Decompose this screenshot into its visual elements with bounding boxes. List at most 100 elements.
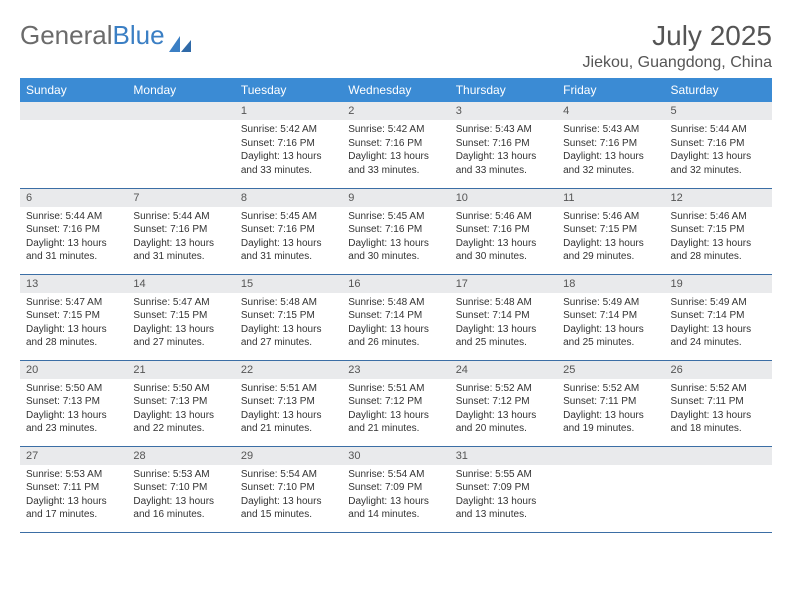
calendar-day-cell: 25Sunrise: 5:52 AMSunset: 7:11 PMDayligh…	[557, 360, 664, 446]
day-header: Thursday	[450, 78, 557, 102]
calendar-day-cell: 26Sunrise: 5:52 AMSunset: 7:11 PMDayligh…	[665, 360, 772, 446]
day-number: 26	[665, 361, 772, 379]
logo-text-a: General	[20, 20, 113, 51]
logo-sail-icon	[169, 28, 191, 44]
day-number: 31	[450, 447, 557, 465]
day-content: Sunrise: 5:46 AMSunset: 7:15 PMDaylight:…	[557, 207, 664, 268]
day-header: Saturday	[665, 78, 772, 102]
day-number: 23	[342, 361, 449, 379]
day-header: Monday	[127, 78, 234, 102]
day-content: Sunrise: 5:48 AMSunset: 7:14 PMDaylight:…	[342, 293, 449, 354]
calendar-week-row: 20Sunrise: 5:50 AMSunset: 7:13 PMDayligh…	[20, 360, 772, 446]
day-number: 16	[342, 275, 449, 293]
day-number	[20, 102, 127, 120]
calendar-day-cell: 7Sunrise: 5:44 AMSunset: 7:16 PMDaylight…	[127, 188, 234, 274]
day-number: 2	[342, 102, 449, 120]
calendar-day-cell: 5Sunrise: 5:44 AMSunset: 7:16 PMDaylight…	[665, 102, 772, 188]
day-number: 19	[665, 275, 772, 293]
month-title: July 2025	[583, 20, 772, 52]
day-number: 24	[450, 361, 557, 379]
calendar-day-cell: 14Sunrise: 5:47 AMSunset: 7:15 PMDayligh…	[127, 274, 234, 360]
calendar-day-cell: 3Sunrise: 5:43 AMSunset: 7:16 PMDaylight…	[450, 102, 557, 188]
day-content: Sunrise: 5:54 AMSunset: 7:10 PMDaylight:…	[235, 465, 342, 526]
day-content: Sunrise: 5:49 AMSunset: 7:14 PMDaylight:…	[665, 293, 772, 354]
day-number: 12	[665, 189, 772, 207]
day-content: Sunrise: 5:47 AMSunset: 7:15 PMDaylight:…	[20, 293, 127, 354]
calendar-day-cell: 8Sunrise: 5:45 AMSunset: 7:16 PMDaylight…	[235, 188, 342, 274]
day-number: 20	[20, 361, 127, 379]
calendar-day-cell: 4Sunrise: 5:43 AMSunset: 7:16 PMDaylight…	[557, 102, 664, 188]
day-content: Sunrise: 5:51 AMSunset: 7:13 PMDaylight:…	[235, 379, 342, 440]
day-content: Sunrise: 5:46 AMSunset: 7:16 PMDaylight:…	[450, 207, 557, 268]
day-number	[665, 447, 772, 465]
day-content: Sunrise: 5:55 AMSunset: 7:09 PMDaylight:…	[450, 465, 557, 526]
day-number: 10	[450, 189, 557, 207]
day-number: 5	[665, 102, 772, 120]
calendar-day-cell: 1Sunrise: 5:42 AMSunset: 7:16 PMDaylight…	[235, 102, 342, 188]
day-number: 18	[557, 275, 664, 293]
calendar-day-cell: 24Sunrise: 5:52 AMSunset: 7:12 PMDayligh…	[450, 360, 557, 446]
calendar-day-cell: 2Sunrise: 5:42 AMSunset: 7:16 PMDaylight…	[342, 102, 449, 188]
day-number: 9	[342, 189, 449, 207]
calendar-day-cell: 28Sunrise: 5:53 AMSunset: 7:10 PMDayligh…	[127, 446, 234, 532]
day-number: 21	[127, 361, 234, 379]
location: Jiekou, Guangdong, China	[583, 54, 772, 72]
day-content: Sunrise: 5:43 AMSunset: 7:16 PMDaylight:…	[557, 120, 664, 181]
calendar-day-cell: 22Sunrise: 5:51 AMSunset: 7:13 PMDayligh…	[235, 360, 342, 446]
day-number: 27	[20, 447, 127, 465]
day-content: Sunrise: 5:44 AMSunset: 7:16 PMDaylight:…	[127, 207, 234, 268]
day-number: 17	[450, 275, 557, 293]
day-header: Friday	[557, 78, 664, 102]
calendar-empty-cell	[557, 446, 664, 532]
calendar-day-cell: 19Sunrise: 5:49 AMSunset: 7:14 PMDayligh…	[665, 274, 772, 360]
calendar-day-cell: 27Sunrise: 5:53 AMSunset: 7:11 PMDayligh…	[20, 446, 127, 532]
calendar-day-cell: 31Sunrise: 5:55 AMSunset: 7:09 PMDayligh…	[450, 446, 557, 532]
day-number: 14	[127, 275, 234, 293]
day-number: 7	[127, 189, 234, 207]
calendar-day-cell: 21Sunrise: 5:50 AMSunset: 7:13 PMDayligh…	[127, 360, 234, 446]
calendar-day-cell: 15Sunrise: 5:48 AMSunset: 7:15 PMDayligh…	[235, 274, 342, 360]
day-header: Sunday	[20, 78, 127, 102]
day-content: Sunrise: 5:54 AMSunset: 7:09 PMDaylight:…	[342, 465, 449, 526]
day-content: Sunrise: 5:51 AMSunset: 7:12 PMDaylight:…	[342, 379, 449, 440]
day-number: 15	[235, 275, 342, 293]
calendar-day-cell: 17Sunrise: 5:48 AMSunset: 7:14 PMDayligh…	[450, 274, 557, 360]
calendar-table: SundayMondayTuesdayWednesdayThursdayFrid…	[20, 78, 772, 533]
logo: GeneralBlue	[20, 20, 191, 51]
day-content: Sunrise: 5:50 AMSunset: 7:13 PMDaylight:…	[127, 379, 234, 440]
calendar-empty-cell	[665, 446, 772, 532]
day-number: 25	[557, 361, 664, 379]
calendar-day-cell: 30Sunrise: 5:54 AMSunset: 7:09 PMDayligh…	[342, 446, 449, 532]
day-content: Sunrise: 5:44 AMSunset: 7:16 PMDaylight:…	[665, 120, 772, 181]
calendar-week-row: 13Sunrise: 5:47 AMSunset: 7:15 PMDayligh…	[20, 274, 772, 360]
header: GeneralBlue July 2025 Jiekou, Guangdong,…	[20, 20, 772, 72]
day-number	[127, 102, 234, 120]
title-block: July 2025 Jiekou, Guangdong, China	[583, 20, 772, 72]
day-number: 1	[235, 102, 342, 120]
day-content: Sunrise: 5:45 AMSunset: 7:16 PMDaylight:…	[342, 207, 449, 268]
calendar-week-row: 6Sunrise: 5:44 AMSunset: 7:16 PMDaylight…	[20, 188, 772, 274]
day-number: 29	[235, 447, 342, 465]
calendar-day-cell: 16Sunrise: 5:48 AMSunset: 7:14 PMDayligh…	[342, 274, 449, 360]
day-number: 28	[127, 447, 234, 465]
day-content: Sunrise: 5:44 AMSunset: 7:16 PMDaylight:…	[20, 207, 127, 268]
day-number: 8	[235, 189, 342, 207]
day-content: Sunrise: 5:52 AMSunset: 7:11 PMDaylight:…	[665, 379, 772, 440]
day-number: 4	[557, 102, 664, 120]
day-content: Sunrise: 5:45 AMSunset: 7:16 PMDaylight:…	[235, 207, 342, 268]
day-content: Sunrise: 5:42 AMSunset: 7:16 PMDaylight:…	[235, 120, 342, 181]
day-number: 13	[20, 275, 127, 293]
day-content: Sunrise: 5:48 AMSunset: 7:14 PMDaylight:…	[450, 293, 557, 354]
calendar-day-cell: 29Sunrise: 5:54 AMSunset: 7:10 PMDayligh…	[235, 446, 342, 532]
day-content: Sunrise: 5:53 AMSunset: 7:10 PMDaylight:…	[127, 465, 234, 526]
day-header: Wednesday	[342, 78, 449, 102]
day-number: 6	[20, 189, 127, 207]
calendar-day-cell: 9Sunrise: 5:45 AMSunset: 7:16 PMDaylight…	[342, 188, 449, 274]
day-content: Sunrise: 5:46 AMSunset: 7:15 PMDaylight:…	[665, 207, 772, 268]
calendar-day-cell: 10Sunrise: 5:46 AMSunset: 7:16 PMDayligh…	[450, 188, 557, 274]
calendar-day-cell: 12Sunrise: 5:46 AMSunset: 7:15 PMDayligh…	[665, 188, 772, 274]
calendar-day-cell: 20Sunrise: 5:50 AMSunset: 7:13 PMDayligh…	[20, 360, 127, 446]
day-number: 30	[342, 447, 449, 465]
calendar-day-cell: 18Sunrise: 5:49 AMSunset: 7:14 PMDayligh…	[557, 274, 664, 360]
calendar-week-row: 27Sunrise: 5:53 AMSunset: 7:11 PMDayligh…	[20, 446, 772, 532]
